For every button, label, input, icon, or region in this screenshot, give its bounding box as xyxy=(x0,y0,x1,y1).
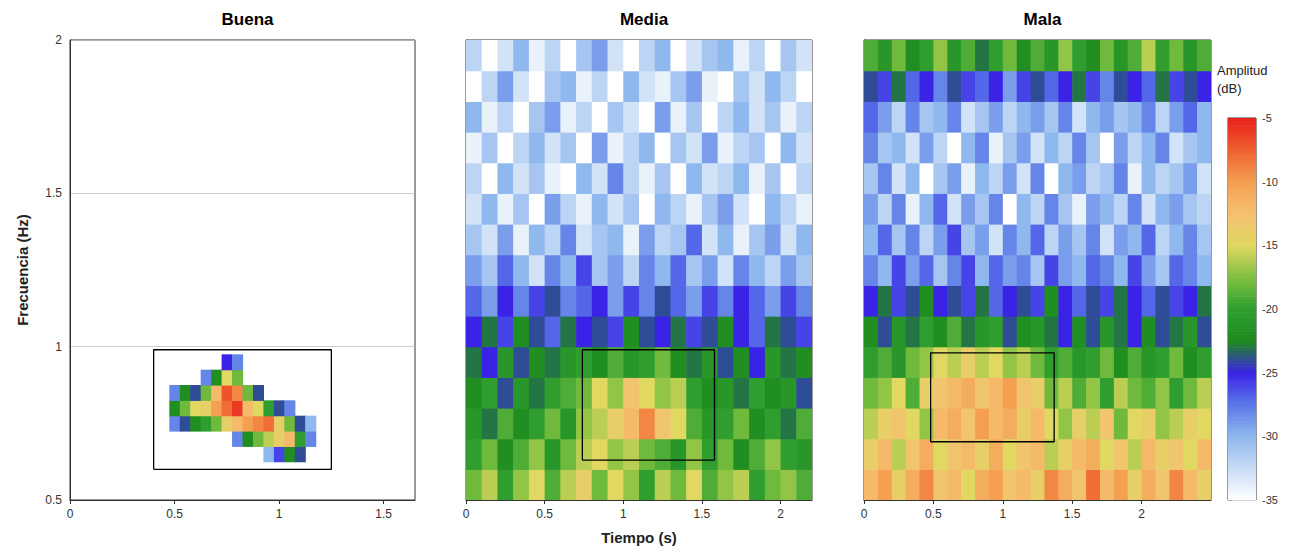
svg-text:-15: -15 xyxy=(1262,239,1278,251)
svg-text:Buena: Buena xyxy=(222,10,275,29)
svg-text:0: 0 xyxy=(861,507,868,521)
svg-text:-10: -10 xyxy=(1262,176,1278,188)
svg-text:1.5: 1.5 xyxy=(375,507,392,521)
svg-text:1.5: 1.5 xyxy=(694,507,711,521)
svg-text:0.5: 0.5 xyxy=(45,493,62,507)
svg-text:2: 2 xyxy=(777,507,784,521)
svg-text:Media: Media xyxy=(620,10,669,29)
svg-text:Mala: Mala xyxy=(1024,10,1062,29)
svg-text:-25: -25 xyxy=(1262,367,1278,379)
svg-text:1: 1 xyxy=(999,507,1006,521)
svg-text:0: 0 xyxy=(67,507,74,521)
svg-text:1.5: 1.5 xyxy=(1064,507,1081,521)
svg-text:Tiempo (s): Tiempo (s) xyxy=(601,529,677,546)
svg-text:-35: -35 xyxy=(1262,494,1278,506)
svg-text:0.5: 0.5 xyxy=(166,507,183,521)
svg-text:1.5: 1.5 xyxy=(45,186,62,200)
svg-text:1: 1 xyxy=(55,340,62,354)
svg-text:(dB): (dB) xyxy=(1217,81,1242,96)
svg-text:1: 1 xyxy=(276,507,283,521)
svg-text:0: 0 xyxy=(463,507,470,521)
svg-text:1: 1 xyxy=(620,507,627,521)
svg-text:-5: -5 xyxy=(1262,112,1272,124)
svg-text:-30: -30 xyxy=(1262,430,1278,442)
svg-text:0.5: 0.5 xyxy=(536,507,553,521)
svg-text:2: 2 xyxy=(1138,507,1145,521)
svg-text:0.5: 0.5 xyxy=(925,507,942,521)
svg-text:Frecuencia (Hz): Frecuencia (Hz) xyxy=(14,214,31,326)
svg-text:2: 2 xyxy=(55,33,62,47)
svg-text:-20: -20 xyxy=(1262,303,1278,315)
svg-text:Amplitud: Amplitud xyxy=(1217,63,1268,78)
